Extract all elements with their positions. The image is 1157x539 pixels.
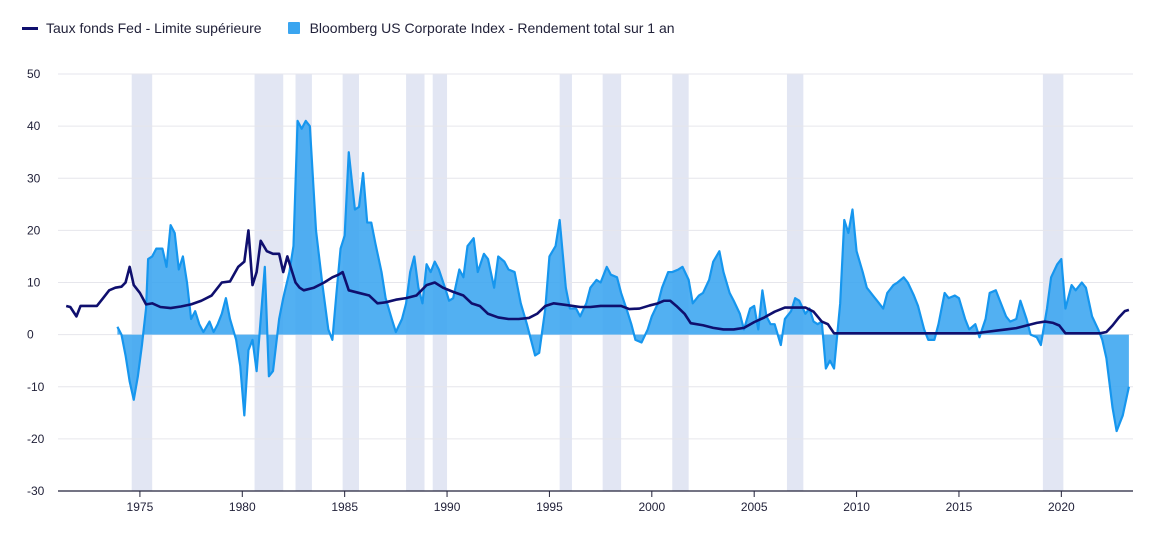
y-tick-label: 0 <box>27 328 34 342</box>
x-tick-label: 1985 <box>331 500 358 514</box>
legend-label-fed: Taux fonds Fed - Limite supérieure <box>46 20 262 36</box>
legend-swatch-box-icon <box>287 22 300 34</box>
corporate-area-fill <box>117 120 1129 432</box>
grid-lines <box>58 73 1133 440</box>
x-axis <box>58 490 1133 497</box>
fed-line-series <box>65 229 1130 335</box>
corporate-area-series <box>116 119 1130 433</box>
y-tick-label: -20 <box>27 432 45 446</box>
y-tick-label: 40 <box>27 119 41 133</box>
x-tick-label: 1990 <box>434 500 461 514</box>
legend-item-corp: Bloomberg US Corporate Index - Rendement… <box>287 20 675 36</box>
y-tick-label: -10 <box>27 380 45 394</box>
x-tick-label: 2020 <box>1048 500 1075 514</box>
x-tick-label: 2000 <box>638 500 665 514</box>
x-tick-labels: 1975 1980 1985 1990 1995 2000 2005 2010 2015 2020 <box>127 500 1075 514</box>
x-tick-label: 2010 <box>843 500 870 514</box>
legend-item-fed: Taux fonds Fed - Limite supérieure <box>22 20 262 36</box>
y-tick-label: 30 <box>27 171 41 185</box>
y-tick-label: 50 <box>27 67 41 81</box>
x-tick-label: 1975 <box>127 500 154 514</box>
y-tick-labels: -30 -20 -10 0 10 20 30 40 50 <box>27 67 45 498</box>
x-tick-label: 2005 <box>741 500 768 514</box>
fed-funds-line <box>65 229 1130 335</box>
legend-label-corp: Bloomberg US Corporate Index - Rendement… <box>309 20 675 36</box>
y-tick-label: -30 <box>27 484 45 498</box>
y-tick-label: 10 <box>27 276 41 290</box>
legend-swatch-line-icon <box>22 26 38 30</box>
corporate-area-line <box>116 119 1130 433</box>
x-tick-label: 2015 <box>946 500 973 514</box>
x-tick-label: 1995 <box>536 500 563 514</box>
x-tick-label: 1980 <box>229 500 256 514</box>
legend: Taux fonds Fed - Limite supérieure Bloom… <box>22 18 701 38</box>
y-tick-label: 20 <box>27 223 41 237</box>
